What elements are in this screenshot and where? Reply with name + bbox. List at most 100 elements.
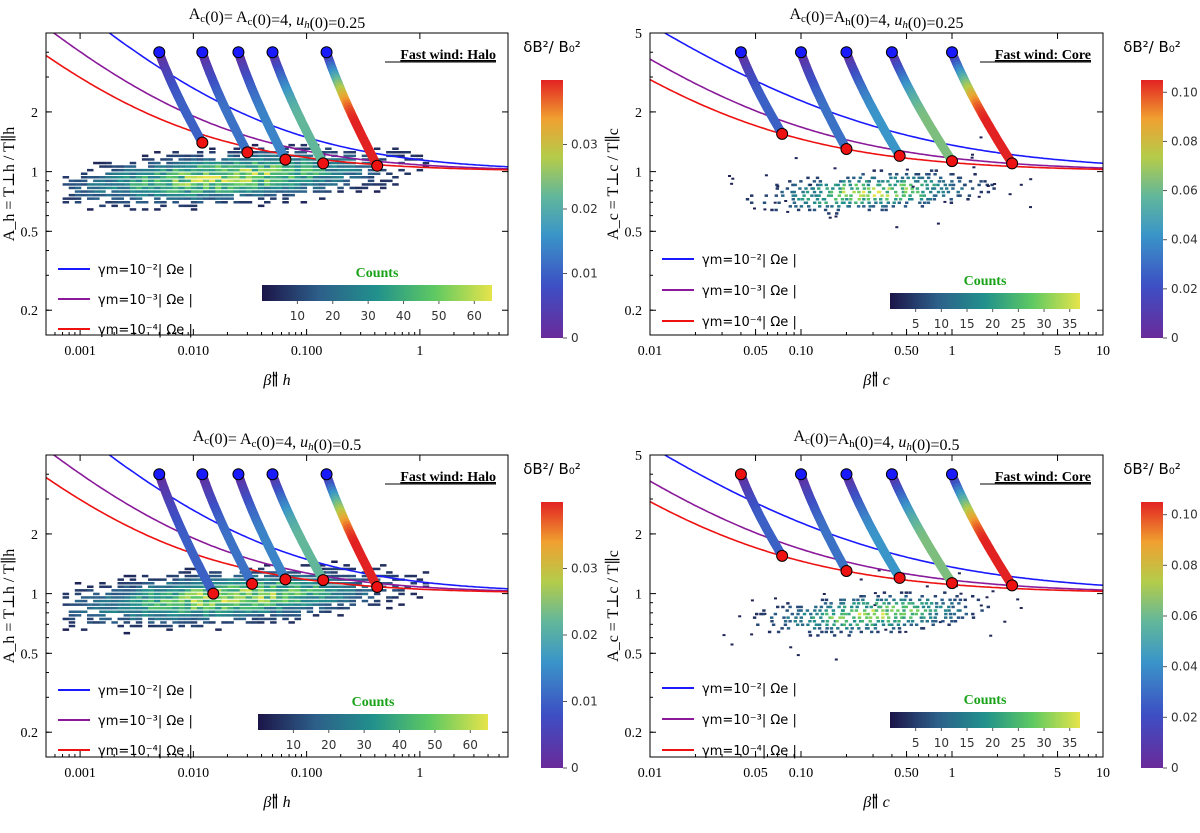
hist-bin bbox=[798, 187, 802, 190]
hist-bin bbox=[349, 158, 356, 161]
hist-bin bbox=[257, 158, 265, 161]
x-axis-label: β̃∥ c bbox=[862, 371, 889, 389]
hist-bin bbox=[276, 596, 283, 599]
hist-bin bbox=[294, 592, 301, 596]
legend-label-3: γm=10⁻⁴| Ωe | bbox=[702, 315, 797, 330]
hist-bin bbox=[172, 168, 179, 172]
hist-bin bbox=[306, 183, 314, 186]
hist-bin bbox=[873, 627, 878, 630]
hist-bin bbox=[288, 589, 295, 592]
hist-bin bbox=[979, 136, 983, 139]
legend-label-2: γm=10⁻³| Ωe | bbox=[702, 284, 797, 299]
hist-bin bbox=[837, 194, 841, 197]
hist-bin bbox=[74, 582, 82, 585]
hist-bin bbox=[251, 161, 259, 165]
hist-bin bbox=[901, 190, 906, 194]
hist-bin bbox=[135, 621, 143, 624]
hist-bin bbox=[928, 198, 932, 201]
hist-bin bbox=[148, 165, 155, 168]
hist-bin bbox=[227, 183, 234, 186]
delta-b-colorbar bbox=[541, 502, 563, 768]
hist-bin bbox=[245, 183, 253, 186]
hist-bin bbox=[319, 610, 326, 613]
hist-bin bbox=[154, 190, 161, 193]
hist-bin bbox=[282, 186, 289, 190]
hist-bin bbox=[251, 158, 259, 161]
hist-bin bbox=[306, 161, 314, 165]
hist-bin bbox=[233, 190, 240, 193]
x-tick-label: 1 bbox=[949, 766, 956, 781]
hist-bin bbox=[319, 585, 326, 588]
hist-bin bbox=[849, 198, 853, 201]
hist-bin bbox=[239, 574, 247, 578]
hist-bin bbox=[343, 606, 350, 610]
hist-bin bbox=[288, 161, 295, 165]
hist-bin bbox=[129, 589, 137, 592]
hist-bin bbox=[215, 161, 222, 165]
hist-bin bbox=[239, 617, 247, 621]
hist-bin bbox=[398, 168, 405, 172]
hist-bin bbox=[178, 197, 185, 200]
hist-bin bbox=[331, 592, 338, 596]
hist-bin bbox=[367, 603, 375, 606]
hist-bin bbox=[196, 193, 204, 197]
hist-bin bbox=[373, 592, 381, 596]
hist-bin bbox=[939, 187, 944, 190]
hist-bin bbox=[921, 605, 926, 609]
hist-bin bbox=[257, 179, 265, 183]
hist-bin bbox=[233, 585, 240, 588]
hist-bin bbox=[848, 201, 852, 204]
hist-bin bbox=[773, 201, 777, 204]
hist-bin bbox=[148, 193, 155, 197]
hist-bin bbox=[257, 147, 265, 150]
hist-bin bbox=[979, 604, 983, 607]
hist-bin bbox=[834, 658, 838, 661]
hist-bin bbox=[141, 589, 149, 592]
hist-bin bbox=[986, 605, 990, 609]
hist-bin bbox=[971, 595, 975, 598]
hist-bin bbox=[884, 598, 888, 602]
hist-bin bbox=[221, 578, 228, 581]
hist-bin bbox=[172, 165, 179, 168]
hist-bin bbox=[788, 620, 792, 623]
hist-bin bbox=[871, 205, 876, 208]
hist-bin bbox=[276, 176, 283, 179]
hist-bin bbox=[839, 180, 843, 183]
hist-bin bbox=[871, 609, 875, 612]
hist-bin bbox=[117, 617, 124, 621]
threshold-curves bbox=[650, 455, 1103, 593]
trajectory-start-marker bbox=[795, 46, 807, 59]
counts-tick-label: 25 bbox=[1011, 317, 1026, 331]
hist-bin bbox=[74, 186, 82, 190]
hist-bin bbox=[825, 620, 830, 623]
hist-bin bbox=[343, 154, 350, 158]
hist-bin bbox=[141, 610, 149, 613]
hist-bin bbox=[135, 582, 143, 585]
hist-bin bbox=[887, 616, 891, 619]
hist-bin bbox=[985, 596, 989, 599]
hist-bin bbox=[416, 578, 424, 581]
x-tick-label: 0.05 bbox=[743, 766, 768, 781]
hist-bin bbox=[135, 606, 143, 610]
hist-bin bbox=[209, 190, 216, 193]
hist-bin bbox=[154, 165, 161, 168]
trajectory-end-marker bbox=[279, 153, 292, 166]
hist-bin bbox=[270, 197, 277, 200]
hist-bin bbox=[843, 612, 847, 616]
hist-bin bbox=[160, 585, 167, 588]
trajectory-end-marker bbox=[317, 157, 330, 170]
hist-bin bbox=[282, 193, 289, 197]
trajectory-end-marker bbox=[241, 146, 254, 159]
hist-bin bbox=[899, 591, 904, 594]
hist-bin bbox=[852, 602, 856, 605]
hist-bin bbox=[68, 197, 76, 200]
hist-bin bbox=[288, 596, 295, 599]
hist-bin bbox=[367, 596, 375, 599]
hist-bin bbox=[361, 599, 369, 603]
colorbar-title: δB²/ B₀² bbox=[1123, 460, 1181, 478]
hist-bin bbox=[172, 186, 179, 190]
hist-bin bbox=[300, 176, 308, 179]
hist-bin bbox=[868, 620, 872, 623]
hist-bin bbox=[355, 190, 363, 193]
hist-bin bbox=[815, 176, 820, 180]
